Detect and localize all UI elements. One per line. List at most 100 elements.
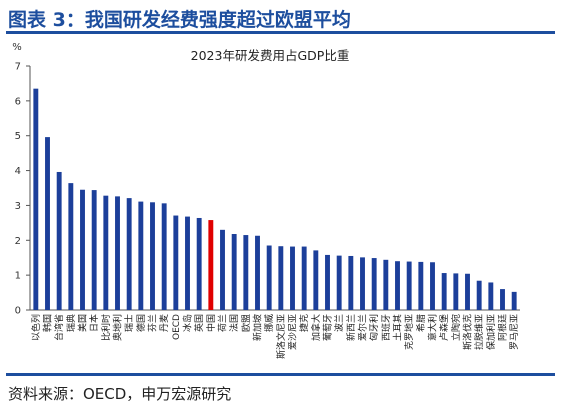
bar-18	[231, 234, 237, 310]
x-tick-label: 捷克	[298, 314, 310, 332]
y-tick-label: 3	[15, 201, 21, 212]
chart-title: 2023年研发费用占GDP比重	[191, 48, 350, 63]
bar-33	[406, 261, 412, 310]
x-tick-label: 土耳其	[392, 314, 404, 341]
x-tick-label: 波兰	[333, 314, 345, 332]
x-tick-label: 罗马尼亚	[509, 314, 520, 350]
x-tick-label: 丹麦	[158, 314, 170, 332]
bars-group	[33, 88, 517, 310]
y-tick-label: 4	[15, 166, 21, 177]
x-tick-label: 中国	[205, 314, 217, 332]
bar-35	[430, 262, 435, 310]
x-tick-label: 立陶宛	[450, 314, 462, 341]
x-tick-label: 克罗地亚	[403, 314, 415, 350]
x-tick-label: 保加利亚	[485, 314, 497, 350]
bar-42	[511, 291, 517, 310]
x-tick-label: 匈牙利	[368, 314, 380, 341]
bar-25	[313, 250, 319, 310]
bar-5	[80, 189, 85, 310]
bar-13	[173, 215, 179, 310]
x-tick-label: 欧盟	[240, 314, 252, 332]
x-tick-label: 芬兰	[147, 314, 159, 332]
bar-7	[103, 195, 109, 310]
x-tick-label: 阿根廷	[497, 314, 509, 341]
bar-6	[91, 190, 97, 310]
x-tick-label: 德国	[135, 314, 147, 332]
bar-36	[441, 273, 447, 310]
bar-12	[161, 203, 167, 310]
x-tick-label: OECD	[172, 314, 182, 340]
y-axis-unit: %	[12, 42, 22, 53]
bar-28	[348, 255, 354, 310]
x-tick-label: 日本	[88, 314, 100, 332]
bar-32	[395, 261, 400, 310]
bar-40	[488, 282, 494, 310]
x-tick-label: 法国	[228, 314, 240, 332]
bar-27	[336, 255, 342, 310]
x-tick-label: 英国	[193, 314, 205, 332]
x-tick-label: 斯洛文尼亚	[275, 314, 287, 359]
footer-rule	[6, 373, 555, 376]
bar-14	[185, 216, 190, 310]
bar-26	[325, 254, 330, 310]
bar-1	[33, 88, 39, 310]
source-note: 资料来源：OECD，申万宏源研究	[8, 385, 232, 403]
y-tick-label: 2	[15, 236, 21, 247]
x-tick-label: 拉脱维亚	[473, 314, 485, 350]
x-tick-label: 爱尔兰	[357, 314, 369, 341]
y-tick-label: 6	[15, 96, 21, 107]
bar-34	[418, 261, 424, 310]
bar-10	[138, 201, 144, 310]
x-axis-labels: 以色列 韩国 台湾省 瑞典 美国 日本 比利时 奥地利 瑞士 德国 芬兰 丹麦 OECD 冰岛 英国 中国 荷兰…	[30, 314, 520, 359]
figure-title: 图表 3：我国研发经费强度超过欧盟平均	[8, 9, 351, 31]
x-tick-label: 瑞士	[123, 314, 135, 332]
x-tick-label: 比利时	[100, 314, 112, 341]
bar-8	[115, 196, 120, 310]
y-tick-label: 0	[15, 306, 21, 317]
bar-19	[243, 235, 249, 310]
x-tick-label: 挪威	[263, 314, 275, 332]
bar-37	[453, 273, 459, 310]
bar-38	[465, 273, 470, 310]
x-tick-label: 斯洛伐克	[462, 314, 474, 350]
bar-3	[56, 171, 62, 310]
y-tick-label: 5	[15, 131, 21, 142]
bar-4	[68, 183, 74, 310]
bar-9	[126, 198, 132, 310]
bar-21	[266, 245, 272, 310]
bar-chart: 2023年研发费用占GDP比重 % 0 1 2 3 4 5 6 7 以色列 韩国 台湾省 瑞典 美国日…	[12, 42, 520, 359]
bar-15	[196, 217, 202, 310]
y-tick-label: 7	[15, 62, 21, 73]
bar-22	[278, 246, 284, 310]
y-axis: 0 1 2 3 4 5 6 7	[15, 62, 520, 317]
bar-20	[255, 235, 260, 310]
x-tick-label: 新西兰	[345, 314, 357, 341]
x-tick-label: 奥地利	[112, 314, 124, 341]
x-tick-label: 西班牙	[380, 314, 392, 341]
x-tick-label: 瑞典	[65, 314, 77, 332]
x-tick-label: 冰岛	[182, 314, 194, 332]
x-tick-label: 卢森堡	[438, 314, 450, 341]
y-tick-label: 1	[15, 271, 21, 282]
bar-16	[208, 220, 214, 310]
x-tick-label: 意大利	[427, 314, 439, 341]
bar-23	[290, 246, 295, 310]
bar-30	[371, 258, 377, 310]
x-tick-label: 加拿大	[310, 314, 322, 341]
x-tick-label: 爱沙尼亚	[288, 314, 299, 350]
x-tick-label: 以色列	[30, 314, 42, 341]
x-tick-label: 美国	[77, 314, 89, 332]
x-tick-label: 台湾省	[53, 314, 65, 341]
bar-24	[301, 246, 307, 310]
bar-41	[500, 289, 505, 310]
x-tick-label: 新加坡	[252, 314, 264, 341]
bar-2	[45, 137, 50, 310]
x-tick-label: 韩国	[42, 314, 54, 332]
bar-31	[383, 259, 389, 310]
x-tick-label: 希腊	[415, 314, 427, 332]
bar-17	[220, 229, 225, 310]
bar-11	[150, 202, 155, 310]
bar-39	[476, 280, 482, 310]
title-rule	[6, 31, 555, 34]
x-tick-label: 葡萄牙	[322, 314, 334, 341]
